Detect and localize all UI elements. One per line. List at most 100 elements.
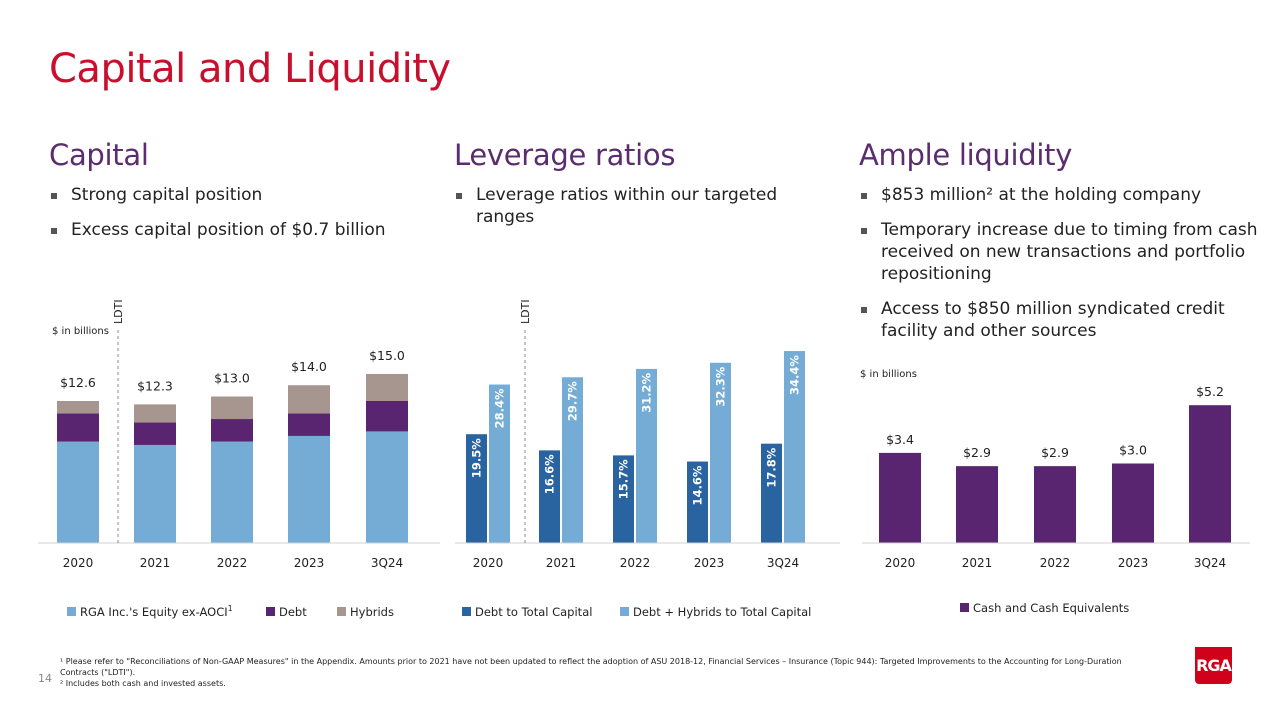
legend-swatch [462, 607, 471, 616]
data-label: $3.4 [886, 432, 914, 447]
bar [687, 461, 708, 543]
bullet: Leverage ratios within our targeted rang… [454, 184, 824, 228]
unit-label: $ in billions [860, 369, 917, 380]
x-tick-label: 3Q24 [1194, 556, 1226, 570]
x-tick-label: 2023 [1118, 556, 1149, 570]
footnote-2: ² Includes both cash and invested assets… [60, 679, 226, 688]
bar-segment [366, 400, 408, 432]
data-label: 15.7% [617, 459, 631, 499]
bar-segment [57, 400, 99, 414]
footnotes: ¹ Please refer to "Reconciliations of No… [60, 656, 1160, 689]
total-label: $12.3 [137, 378, 173, 393]
bar [956, 466, 998, 543]
bullet: Temporary increase due to timing from ca… [859, 219, 1269, 285]
data-label: 34.4% [788, 355, 802, 395]
x-tick-label: 2020 [885, 556, 916, 570]
data-label: $3.0 [1119, 443, 1147, 458]
bar [1034, 466, 1076, 543]
liquidity-heading: Ample liquidity [859, 138, 1073, 172]
bar [466, 434, 487, 543]
data-label: 19.5% [470, 438, 484, 478]
legend-swatch [620, 607, 629, 616]
legend-label: Hybrids [350, 605, 394, 619]
x-tick-label: 2021 [140, 556, 171, 570]
data-label: 29.7% [566, 381, 580, 421]
capital-heading: Capital [49, 138, 149, 172]
bullet: Access to $850 million syndicated credit… [859, 298, 1269, 342]
x-tick-label: 3Q24 [371, 556, 403, 570]
data-label: 16.6% [543, 454, 557, 494]
rga-logo: RGA [1195, 647, 1232, 684]
page-title: Capital and Liquidity [49, 46, 451, 92]
data-label: 14.6% [691, 465, 705, 505]
liquidity-column: Ample liquidity $853 million² at the hol… [859, 138, 1269, 355]
bullet: Strong capital position [49, 184, 449, 206]
data-label: 32.3% [714, 366, 728, 406]
legend-label: Debt + Hybrids to Total Capital [633, 605, 811, 619]
legend-swatch [337, 607, 346, 616]
data-label: 31.2% [640, 372, 654, 412]
unit-label: $ in billions [52, 326, 109, 337]
bullet: $853 million² at the holding company [859, 184, 1269, 206]
data-label: 17.8% [765, 447, 779, 487]
x-tick-label: 2023 [694, 556, 725, 570]
x-tick-label: 2022 [217, 556, 248, 570]
x-tick-label: 2022 [620, 556, 651, 570]
x-tick-label: 2023 [294, 556, 325, 570]
x-tick-label: 3Q24 [767, 556, 799, 570]
bar-segment [288, 435, 330, 543]
bar-segment [57, 441, 99, 543]
bullet: Excess capital position of $0.7 billion [49, 219, 449, 241]
bar-segment [134, 422, 176, 445]
bar-segment [288, 385, 330, 414]
x-tick-label: 2022 [1040, 556, 1071, 570]
bar [539, 450, 560, 543]
total-label: $15.0 [369, 348, 405, 363]
bar-segment [366, 431, 408, 543]
bar [636, 368, 657, 543]
x-tick-label: 2020 [63, 556, 94, 570]
bar [1189, 405, 1231, 543]
x-tick-label: 2020 [473, 556, 504, 570]
footnote-1: ¹ Please refer to "Reconciliations of No… [60, 657, 1122, 677]
ldti-label: LDTI [112, 299, 125, 324]
bar-segment [211, 419, 253, 442]
bar [879, 452, 921, 543]
legend-label: Cash and Cash Equivalents [973, 601, 1129, 615]
total-label: $14.0 [291, 359, 327, 374]
capital-column: Capital Strong capital position Excess ca… [49, 138, 449, 254]
bar-segment [211, 441, 253, 543]
bar [489, 384, 510, 543]
bar [562, 377, 583, 543]
leverage-column: Leverage ratios Leverage ratios within o… [454, 138, 824, 241]
bar-segment [366, 373, 408, 401]
ldti-label: LDTI [519, 299, 532, 324]
legend-label: Debt [279, 605, 307, 619]
bar-segment [134, 404, 176, 423]
legend-swatch [67, 607, 76, 616]
leverage-heading: Leverage ratios [454, 138, 676, 172]
legend-label: RGA Inc.'s Equity ex-AOCI1 [80, 604, 233, 619]
x-tick-label: 2021 [962, 556, 993, 570]
data-label: $5.2 [1196, 384, 1224, 399]
page-number: 14 [38, 672, 52, 685]
data-label: $2.9 [963, 445, 991, 460]
data-label: 28.4% [493, 388, 507, 428]
bar [761, 443, 782, 543]
bar [710, 362, 731, 543]
total-label: $12.6 [60, 375, 96, 390]
total-label: $13.0 [214, 370, 250, 385]
data-label: $2.9 [1041, 445, 1069, 460]
legend-label: Debt to Total Capital [475, 605, 592, 619]
x-tick-label: 2021 [546, 556, 577, 570]
bar-segment [57, 413, 99, 442]
bar [1112, 463, 1154, 543]
bar [613, 455, 634, 543]
bar [784, 351, 805, 543]
legend-swatch [960, 603, 969, 612]
bar-segment [211, 396, 253, 420]
bar-segment [134, 444, 176, 543]
bar-segment [288, 413, 330, 436]
legend-swatch [266, 607, 275, 616]
